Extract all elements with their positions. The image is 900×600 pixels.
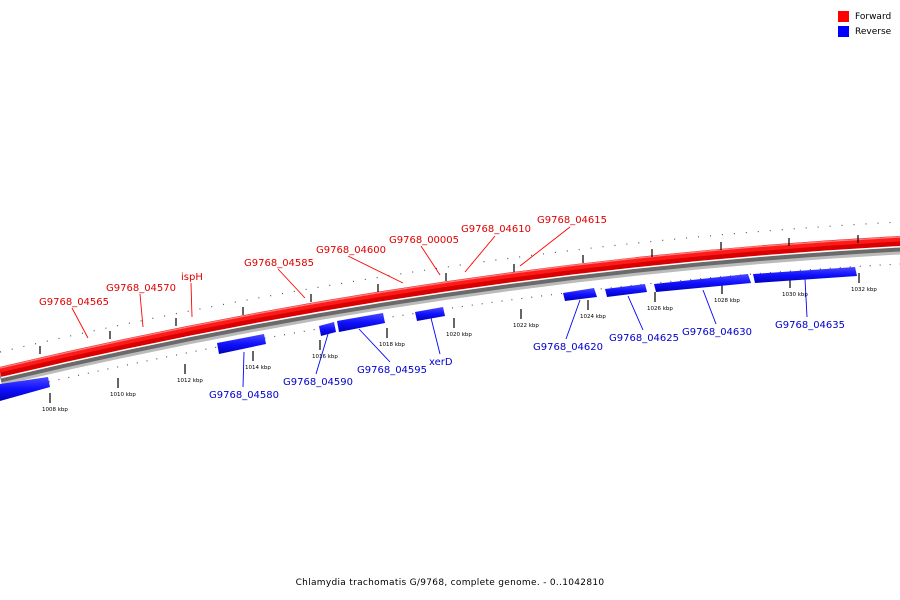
gene-label-reverse[interactable]: xerD: [429, 357, 453, 368]
tick-label: 1020 kbp: [446, 332, 472, 338]
legend: Forward Reverse: [838, 9, 891, 39]
tick-label: 1014 kbp: [245, 365, 271, 371]
leader-line-forward: [71, 307, 89, 339]
tick-label: 1008 kbp: [42, 407, 68, 413]
gene-label-forward[interactable]: ispH: [181, 272, 203, 283]
gene-block-reverse[interactable]: [415, 307, 445, 321]
tick-label: 1026 kbp: [647, 306, 673, 312]
leader-line-reverse: [565, 299, 581, 340]
gene-label-reverse[interactable]: G9768_04580: [209, 390, 279, 401]
gene-label-reverse[interactable]: G9768_04620: [533, 342, 603, 353]
gene-label-forward[interactable]: G9768_04600: [316, 245, 386, 256]
leader-line-reverse: [358, 328, 391, 363]
genome-caption: Chlamydia trachomatis G/9768, complete g…: [295, 578, 605, 588]
gene-label-reverse[interactable]: G9768_04635: [775, 320, 845, 331]
reverse-swatch: [838, 26, 849, 37]
tick-label: 1028 kbp: [714, 298, 740, 304]
gene-label-reverse[interactable]: G9768_04630: [682, 327, 752, 338]
gene-label-forward[interactable]: G9768_04570: [106, 283, 176, 294]
tick-label: 1012 kbp: [177, 378, 203, 384]
forward-swatch: [838, 11, 849, 22]
legend-reverse-label: Reverse: [855, 26, 892, 37]
leader-line-forward: [347, 255, 404, 284]
gene-label-forward[interactable]: G9768_04615: [537, 215, 607, 226]
gene-label-reverse[interactable]: G9768_04590: [283, 377, 353, 388]
gene-label-forward[interactable]: G9768_00005: [389, 235, 459, 246]
gene-block-reverse[interactable]: [337, 313, 385, 332]
tick-label: 1032 kbp: [851, 287, 877, 293]
tick-label: 1016 kbp: [312, 354, 338, 360]
leader-line-forward: [277, 268, 306, 299]
gene-block-reverse[interactable]: [605, 284, 647, 297]
gene-block-reverse[interactable]: [563, 288, 597, 301]
leader-line-reverse: [804, 278, 808, 318]
legend-forward: Forward: [838, 9, 891, 24]
genome-backbone: [0, 236, 900, 386]
gene-label-reverse[interactable]: G9768_04595: [357, 365, 427, 376]
leader-line-reverse: [627, 295, 644, 331]
leader-line-reverse: [702, 289, 717, 325]
legend-forward-label: Forward: [855, 11, 892, 22]
gene-label-forward[interactable]: G9768_04610: [461, 224, 531, 235]
leader-line-reverse: [315, 333, 329, 375]
tick-label: 1022 kbp: [513, 323, 539, 329]
tick-label: 1010 kbp: [110, 392, 136, 398]
gene-block-reverse[interactable]: [753, 267, 857, 283]
legend-reverse: Reverse: [838, 24, 891, 39]
gene-block-reverse[interactable]: [654, 274, 751, 292]
gene-block-reverse[interactable]: [0, 377, 50, 401]
leader-line-reverse: [430, 317, 441, 355]
tick-label: 1018 kbp: [379, 342, 405, 348]
leader-line-forward: [420, 245, 441, 276]
reverse-gene-blocks: [0, 267, 857, 401]
leader-line-reverse: [242, 351, 245, 388]
outer-ticks: [39, 235, 859, 354]
tick-label: 1030 kbp: [782, 292, 808, 298]
gene-block-reverse[interactable]: [217, 334, 266, 354]
leader-line-forward: [139, 293, 144, 328]
gene-block-reverse[interactable]: [319, 322, 336, 336]
gene-label-forward[interactable]: G9768_04565: [39, 297, 109, 308]
leader-line-forward: [464, 235, 496, 273]
leader-line-forward: [190, 282, 193, 318]
gene-label-reverse[interactable]: G9768_04625: [609, 333, 679, 344]
tick-label: 1024 kbp: [580, 314, 606, 320]
gene-label-forward[interactable]: G9768_04585: [244, 258, 314, 269]
leader-line-forward: [519, 226, 571, 267]
